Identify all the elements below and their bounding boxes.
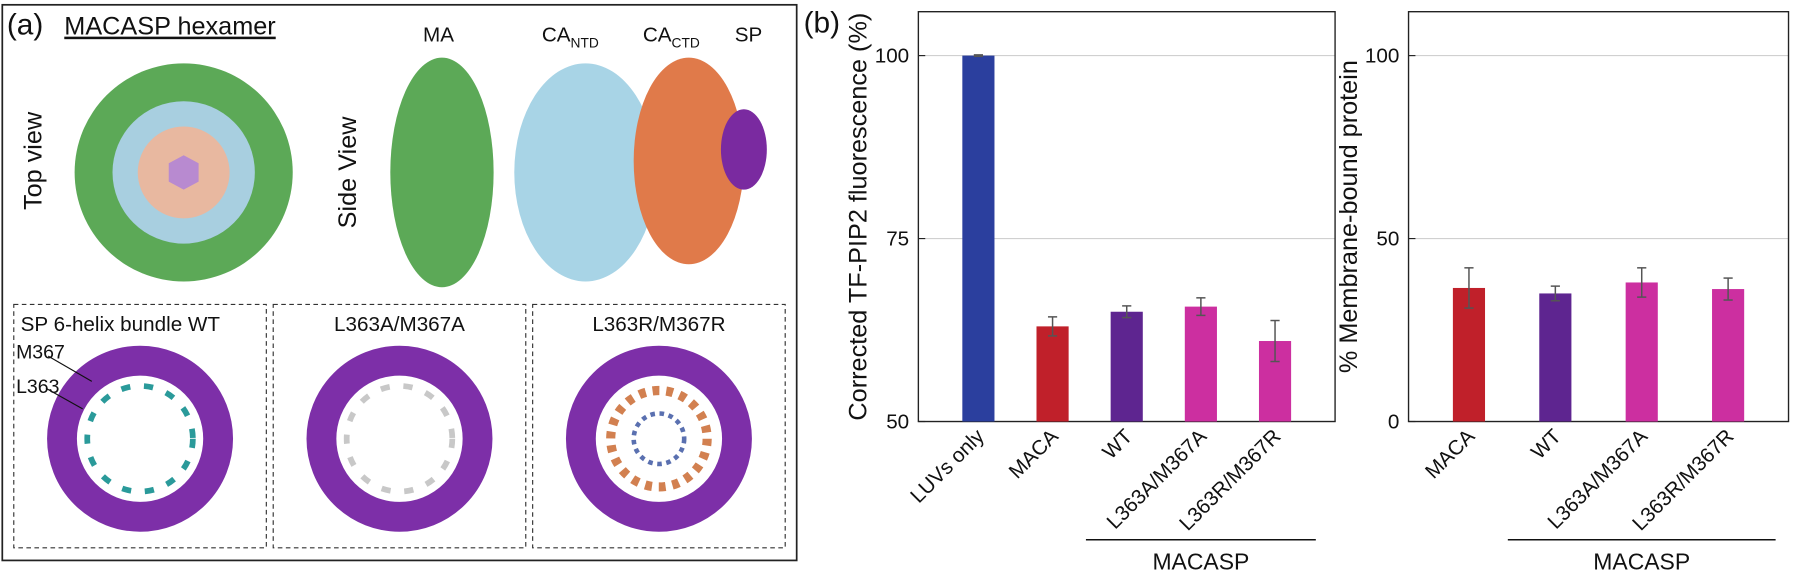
y-tick-label: 75 — [886, 227, 909, 250]
bar — [1110, 311, 1143, 422]
y-tick-label: 50 — [886, 410, 909, 433]
panel-label: (a) — [7, 9, 43, 42]
x-tick-label: WT — [1527, 425, 1566, 464]
bundle-label: L363R/M367R — [592, 313, 725, 336]
y-tick-label: 50 — [1376, 227, 1399, 250]
x-tick-label: MACA — [1005, 425, 1064, 484]
bar — [1712, 289, 1745, 422]
bundle-label: L363A/M367A — [334, 313, 465, 336]
view-label: Side View — [334, 116, 362, 229]
residue-label: L363 — [16, 376, 59, 398]
domain-label: SP — [735, 24, 763, 47]
view-label: Top view — [19, 111, 47, 210]
error-bar — [1270, 319, 1280, 363]
error-bar — [1464, 267, 1474, 309]
group-label: MACASP — [1593, 549, 1690, 575]
panel-label: (b) — [804, 6, 840, 39]
bar — [1539, 293, 1572, 422]
y-axis-label: Corrected TF-PIP2 fluorescence (%) — [845, 13, 873, 421]
bar — [1036, 326, 1069, 422]
y-tick-label: 0 — [1388, 410, 1400, 433]
domain-label: CACTD — [643, 24, 700, 51]
y-tick-label: 100 — [1365, 44, 1399, 67]
domain-label: CANTD — [542, 24, 599, 51]
error-bar — [1196, 297, 1206, 317]
bar — [1625, 282, 1658, 422]
side-view-structure — [390, 57, 767, 288]
x-tick-label: LUVs only — [906, 424, 989, 507]
error-bar — [973, 54, 983, 58]
bundle-panels — [13, 303, 786, 549]
error-bar — [1122, 305, 1132, 319]
group-label: MACASP — [1152, 549, 1249, 575]
error-bar — [1550, 285, 1560, 302]
panel-title: MACASP hexamer — [64, 13, 275, 41]
x-tick-label: MACA — [1421, 425, 1480, 484]
plot-frame — [1407, 11, 1790, 423]
domain-label: MA — [423, 24, 454, 47]
error-bar — [1723, 277, 1733, 301]
y-tick-label: 100 — [875, 44, 909, 67]
x-tick-label: WT — [1098, 425, 1137, 464]
bar — [1184, 306, 1217, 422]
top-view-structure — [74, 63, 293, 282]
bundle-label: SP 6-helix bundle WT — [21, 313, 221, 336]
bar — [1452, 287, 1486, 422]
error-bar — [1637, 267, 1647, 298]
error-bar — [1047, 316, 1058, 337]
bar — [962, 55, 995, 422]
y-axis-label: % Membrane-bound protein — [1335, 60, 1363, 373]
panel-a-frame — [1, 3, 798, 562]
residue-label: M367 — [16, 341, 65, 363]
